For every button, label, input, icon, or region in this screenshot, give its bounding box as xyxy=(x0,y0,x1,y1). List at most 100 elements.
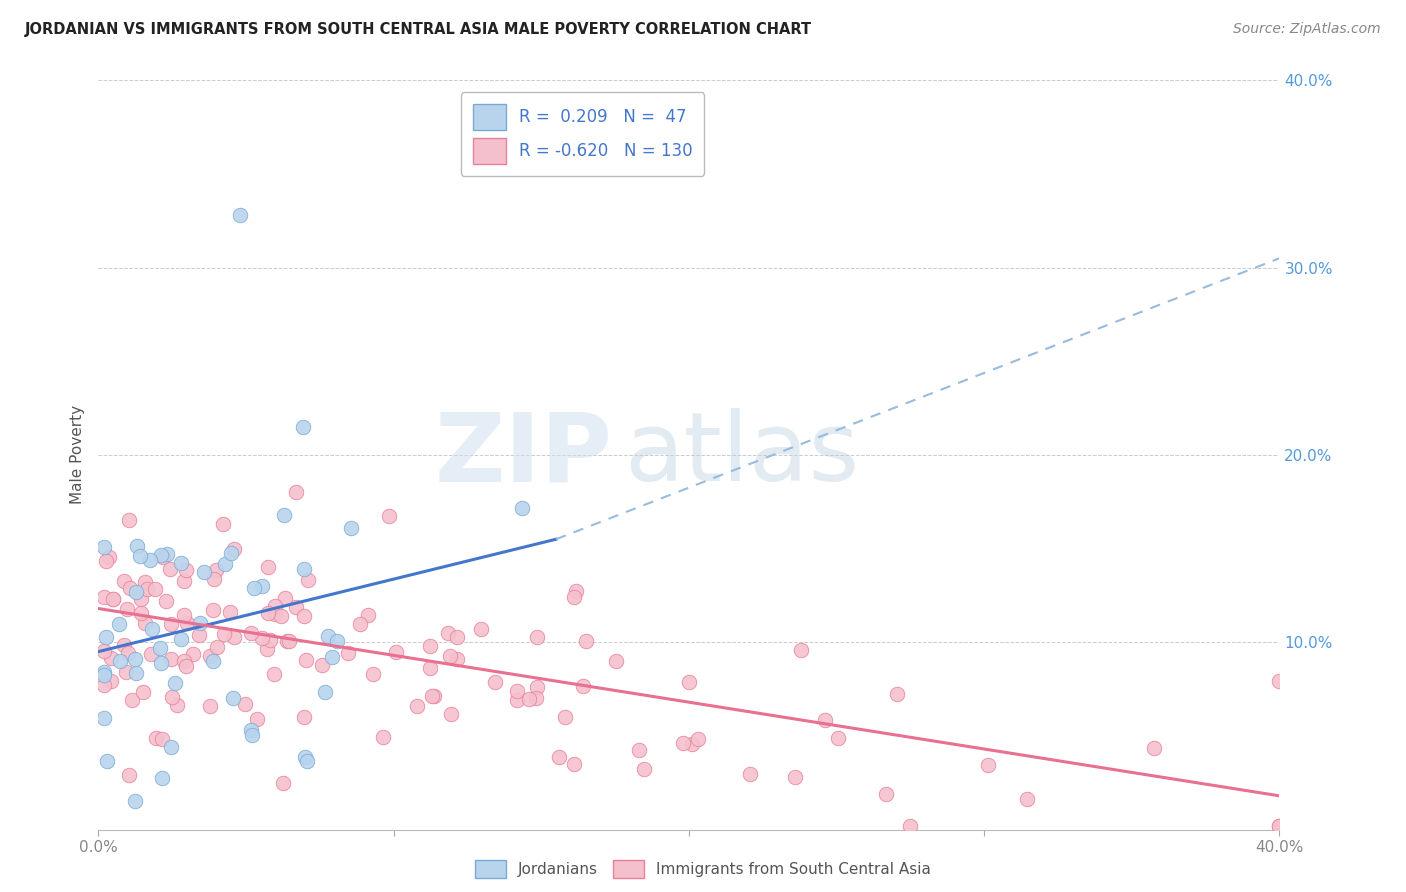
Point xyxy=(193,565,215,579)
Point xyxy=(100,651,122,665)
Point xyxy=(125,539,148,553)
Point xyxy=(93,711,115,725)
Point xyxy=(678,674,700,689)
Point xyxy=(562,756,585,771)
Point xyxy=(93,665,115,679)
Point xyxy=(686,732,709,747)
Point xyxy=(740,767,762,781)
Point xyxy=(357,608,380,623)
Point xyxy=(1015,792,1038,806)
Point xyxy=(233,698,256,712)
Point xyxy=(201,603,224,617)
Point xyxy=(264,599,287,613)
Point xyxy=(207,640,229,654)
Point xyxy=(229,208,252,222)
Point xyxy=(423,689,446,703)
Point xyxy=(783,771,806,785)
Point xyxy=(284,485,307,500)
Point xyxy=(93,541,115,555)
Point xyxy=(314,685,336,699)
Legend: R =  0.209   N =  47, R = -0.620   N = 130: R = 0.209 N = 47, R = -0.620 N = 130 xyxy=(461,93,704,176)
Point xyxy=(270,609,292,624)
Point xyxy=(145,731,167,745)
Point xyxy=(572,679,595,693)
Point xyxy=(93,591,115,605)
Point xyxy=(337,646,360,660)
Point xyxy=(295,653,318,667)
Point xyxy=(875,787,897,801)
Point xyxy=(124,652,146,666)
Point xyxy=(316,629,339,643)
Point xyxy=(150,771,173,785)
Point xyxy=(385,645,408,659)
Point xyxy=(506,693,529,707)
Point xyxy=(174,659,197,673)
Point xyxy=(517,692,540,706)
Point xyxy=(371,731,394,745)
Point xyxy=(170,556,193,570)
Text: ZIP: ZIP xyxy=(434,409,612,501)
Point xyxy=(242,728,264,742)
Point xyxy=(181,648,204,662)
Point xyxy=(134,575,156,590)
Point xyxy=(128,549,150,563)
Text: atlas: atlas xyxy=(624,409,859,501)
Point xyxy=(129,606,152,620)
Point xyxy=(1143,741,1166,756)
Point xyxy=(212,517,235,532)
Legend: Jordanians, Immigrants from South Central Asia: Jordanians, Immigrants from South Centra… xyxy=(470,854,936,884)
Point xyxy=(321,650,343,665)
Point xyxy=(152,550,174,565)
Point xyxy=(173,654,195,668)
Point xyxy=(1268,819,1291,833)
Point xyxy=(297,755,319,769)
Point xyxy=(117,646,139,660)
Point xyxy=(524,690,547,705)
Point xyxy=(263,667,285,681)
Y-axis label: Male Poverty: Male Poverty xyxy=(70,405,86,505)
Point xyxy=(627,743,650,757)
Point xyxy=(198,699,221,714)
Point xyxy=(633,762,655,776)
Point xyxy=(132,685,155,699)
Text: Source: ZipAtlas.com: Source: ZipAtlas.com xyxy=(1233,22,1381,37)
Point xyxy=(112,638,135,652)
Point xyxy=(118,768,141,782)
Point xyxy=(94,554,117,568)
Point xyxy=(250,579,273,593)
Point xyxy=(274,591,297,605)
Point xyxy=(294,561,316,575)
Point xyxy=(326,634,349,648)
Point xyxy=(101,592,124,607)
Point xyxy=(173,607,195,622)
Point xyxy=(143,582,166,597)
Point xyxy=(134,615,156,630)
Point xyxy=(470,622,492,636)
Point xyxy=(170,632,193,646)
Point xyxy=(139,553,162,567)
Point xyxy=(93,677,115,691)
Point xyxy=(98,550,121,565)
Point xyxy=(117,602,139,616)
Point xyxy=(256,641,278,656)
Point xyxy=(222,690,245,705)
Point xyxy=(155,594,177,608)
Point xyxy=(361,667,384,681)
Point xyxy=(159,616,181,631)
Point xyxy=(446,652,468,666)
Point xyxy=(672,736,695,750)
Point xyxy=(264,607,287,622)
Point xyxy=(886,687,908,701)
Point xyxy=(131,592,153,607)
Point xyxy=(174,563,197,577)
Point xyxy=(340,521,363,535)
Point xyxy=(440,707,463,722)
Point xyxy=(257,606,280,620)
Point xyxy=(159,562,181,576)
Point xyxy=(273,508,295,522)
Point xyxy=(1268,819,1291,833)
Point xyxy=(575,634,598,648)
Point xyxy=(418,661,440,675)
Point xyxy=(125,585,148,599)
Point xyxy=(562,590,585,604)
